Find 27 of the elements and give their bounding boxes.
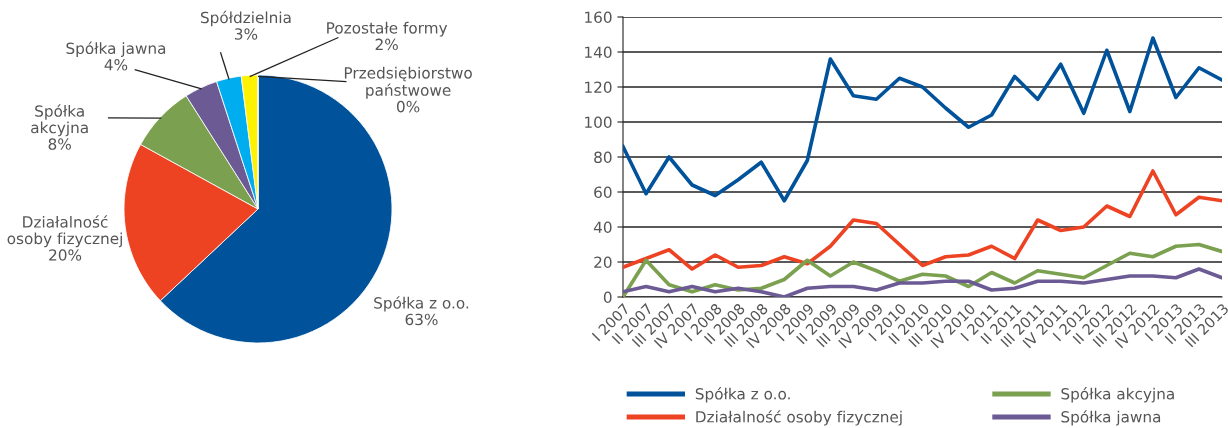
y-tick-label: 80: [594, 151, 612, 164]
category-label: Przedsiębiorstwo państwowe: [344, 66, 472, 99]
data-label: 2%: [375, 38, 398, 51]
y-tick-label: 160: [585, 11, 612, 24]
slice-label: Pozostałe formy: [327, 21, 448, 37]
legend-label: Spółka akcyjna: [1061, 387, 1174, 403]
slice-label: Spółka akcyjna: [31, 104, 88, 137]
legend-label: Spółka jawna: [1061, 410, 1161, 426]
slice-label: Spółka jawna: [66, 41, 166, 58]
legend-label: Działalność osoby fizycznej: [696, 410, 902, 426]
y-tick-label: 0: [603, 291, 612, 304]
data-label: 20%: [49, 249, 82, 261]
y-tick-label: 100: [585, 116, 612, 129]
y-tick-label: 60: [594, 186, 612, 199]
slice-label: Działalność osoby fizycznej: [7, 215, 122, 248]
y-tick-label: 140: [585, 46, 612, 59]
text: 0%: [396, 100, 420, 113]
y-tick-label: 20: [594, 256, 612, 269]
y-tick-label: 120: [585, 81, 612, 94]
slice-label: Spółdzielnia: [200, 10, 291, 27]
slice-label: Spółka z o.o.: [374, 296, 469, 312]
data-label: 8%: [48, 138, 71, 150]
legend-label: Spółka z o.o.: [695, 387, 790, 403]
data-label: 63%: [405, 313, 438, 326]
data-label: 4%: [104, 59, 128, 71]
y-tick-label: 40: [593, 221, 612, 234]
data-label: 3%: [234, 28, 258, 40]
